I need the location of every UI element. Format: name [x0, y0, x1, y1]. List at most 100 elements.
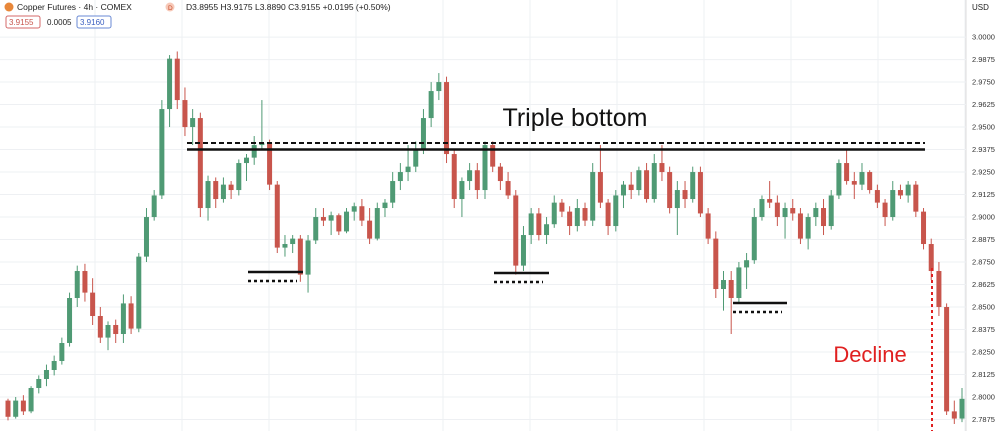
candle-body: [90, 292, 96, 317]
price-box-text: 3.9160: [80, 18, 105, 27]
y-tick-label: 2.9375: [972, 145, 995, 154]
price-axis: [966, 0, 1000, 431]
candle-body: [182, 100, 188, 128]
candle-body: [867, 172, 873, 191]
candle-body: [567, 211, 573, 227]
candle-body: [405, 166, 411, 173]
candle-body: [667, 172, 673, 209]
candle-body: [51, 360, 57, 370]
candle-body: [67, 298, 73, 344]
symbol-icon: [4, 2, 14, 12]
candle-body: [697, 172, 703, 214]
candle-body: [897, 190, 903, 196]
candle-body: [813, 208, 819, 218]
candle-body: [97, 316, 103, 338]
candle-body: [320, 217, 326, 221]
candle-body: [559, 202, 565, 212]
y-tick-label: 2.9000: [972, 213, 995, 222]
candle-body: [297, 238, 303, 275]
candle-body: [344, 211, 350, 232]
candle-body: [305, 240, 311, 275]
candle-body: [220, 184, 226, 200]
candle-body: [190, 118, 196, 128]
candle-body: [490, 145, 496, 167]
y-tick-label: 2.9625: [972, 100, 995, 109]
candle-body: [636, 170, 642, 191]
price-box[interactable]: [5, 15, 41, 29]
candle-body: [428, 91, 434, 119]
candle-body: [59, 343, 65, 361]
candle-body: [28, 387, 34, 412]
candle-body: [644, 170, 650, 200]
candle-body: [782, 208, 788, 218]
candle-body: [736, 267, 742, 299]
delay-icon: [165, 2, 175, 12]
candle-body: [620, 184, 626, 196]
candle-body: [20, 400, 26, 412]
ohlc-text: D3.8955 H3.9175 L3.8890 C3.9155 +0.0195 …: [186, 2, 391, 12]
y-tick-label: 2.9500: [972, 123, 995, 132]
delay-icon-letter: D: [168, 5, 173, 12]
candle-body: [682, 190, 688, 200]
y-tick-label: 2.8375: [972, 325, 995, 334]
candle-body: [367, 220, 373, 239]
candle-body: [751, 217, 757, 261]
candle-body: [928, 244, 934, 272]
candle-body: [513, 195, 519, 266]
candle-body: [913, 184, 919, 212]
candle-body: [274, 184, 280, 248]
candle-body: [159, 109, 165, 196]
candle-body: [336, 215, 342, 232]
candle-body: [836, 163, 842, 196]
candle-body: [74, 271, 80, 299]
candle-body: [467, 170, 473, 182]
candle-body: [113, 325, 119, 335]
candle-body: [82, 271, 88, 293]
candle-body: [951, 411, 957, 419]
candle-body: [628, 184, 634, 191]
candle-body: [36, 378, 42, 388]
candle-body: [844, 163, 850, 182]
candle-body: [197, 118, 203, 209]
candle-body: [528, 213, 534, 236]
candle-body: [582, 208, 588, 221]
price-box[interactable]: [76, 15, 112, 29]
candle-body: [474, 170, 480, 191]
candle-body: [43, 369, 49, 379]
candle-body: [959, 398, 965, 419]
candle-body: [105, 325, 111, 338]
candle-body: [936, 271, 942, 308]
price-box-text: 3.9155: [9, 18, 34, 27]
y-tick-label: 2.8875: [972, 235, 995, 244]
candle-body: [921, 211, 927, 245]
candle-body: [536, 213, 542, 236]
candle-body: [905, 184, 911, 196]
candle-body: [13, 400, 19, 417]
currency[interactable]: USD: [972, 3, 989, 12]
candle-body: [797, 213, 803, 239]
candle-body: [674, 190, 680, 209]
candle-body: [821, 208, 827, 227]
candle-body: [713, 238, 719, 290]
candle-body: [520, 235, 526, 266]
candle-body: [590, 172, 596, 221]
annotation: Decline: [833, 342, 906, 367]
y-tick-label: 2.9750: [972, 78, 995, 87]
y-tick-label: 2.9250: [972, 168, 995, 177]
candle-body: [251, 145, 257, 158]
candle-body: [659, 163, 665, 173]
candle-body: [128, 303, 134, 329]
candle-body: [759, 199, 765, 218]
candle-body: [613, 195, 619, 227]
candle-body: [721, 280, 726, 290]
candle-body: [859, 172, 865, 185]
candle-body: [413, 148, 419, 167]
candle-body: [290, 238, 296, 245]
candle-body: [690, 172, 696, 200]
candle-body: [482, 145, 488, 191]
candle-body: [374, 208, 380, 239]
y-tick-label: 2.9125: [972, 190, 995, 199]
annotation: Triple bottom: [503, 104, 648, 132]
candle-body: [767, 199, 773, 203]
